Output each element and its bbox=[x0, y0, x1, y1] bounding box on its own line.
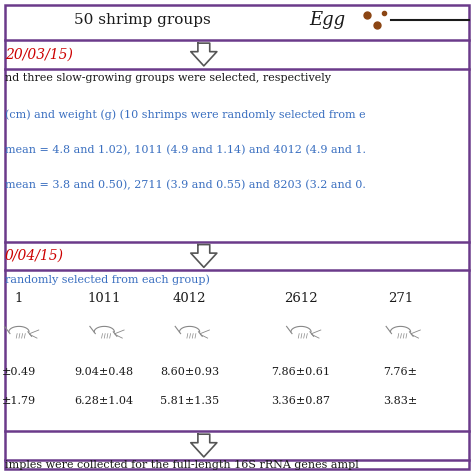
Text: 1011: 1011 bbox=[88, 292, 121, 305]
Polygon shape bbox=[191, 43, 217, 66]
Text: ±1.79: ±1.79 bbox=[2, 395, 36, 406]
Text: (cm) and weight (g) (10 shrimps were randomly selected from e: (cm) and weight (g) (10 shrimps were ran… bbox=[5, 109, 365, 119]
Text: 3.36±0.87: 3.36±0.87 bbox=[272, 395, 330, 406]
Text: mean = 4.8 and 1.02), 1011 (4.9 and 1.14) and 4012 (4.9 and 1.: mean = 4.8 and 1.02), 1011 (4.9 and 1.14… bbox=[5, 145, 366, 155]
Text: 8.60±0.93: 8.60±0.93 bbox=[160, 367, 219, 377]
Text: ±0.49: ±0.49 bbox=[2, 367, 36, 377]
Text: 7.76±: 7.76± bbox=[383, 367, 418, 377]
Text: Egg: Egg bbox=[309, 11, 345, 29]
Text: 9.04±0.48: 9.04±0.48 bbox=[75, 367, 134, 377]
Text: mean = 3.8 and 0.50), 2711 (3.9 and 0.55) and 8203 (3.2 and 0.: mean = 3.8 and 0.50), 2711 (3.9 and 0.55… bbox=[5, 180, 365, 191]
Text: randomly selected from each group): randomly selected from each group) bbox=[5, 275, 210, 285]
Text: 7.86±0.61: 7.86±0.61 bbox=[272, 367, 330, 377]
Text: 0/04/15): 0/04/15) bbox=[5, 249, 64, 263]
Text: 4012: 4012 bbox=[173, 292, 206, 305]
Text: 3.83±: 3.83± bbox=[383, 395, 418, 406]
Polygon shape bbox=[191, 245, 217, 267]
Text: 2612: 2612 bbox=[284, 292, 318, 305]
Text: 20/03/15): 20/03/15) bbox=[5, 47, 73, 62]
Text: 50 shrimp groups: 50 shrimp groups bbox=[74, 13, 210, 27]
Text: 6.28±1.04: 6.28±1.04 bbox=[75, 395, 134, 406]
Text: nd three slow-growing groups were selected, respectively: nd three slow-growing groups were select… bbox=[5, 73, 331, 83]
Text: 5.81±1.35: 5.81±1.35 bbox=[160, 395, 219, 406]
Polygon shape bbox=[191, 434, 217, 457]
Text: imples were collected for the full-length 16S rRNA genes ampl: imples were collected for the full-lengt… bbox=[5, 459, 358, 470]
Text: 1: 1 bbox=[15, 292, 23, 305]
Text: 271: 271 bbox=[388, 292, 413, 305]
